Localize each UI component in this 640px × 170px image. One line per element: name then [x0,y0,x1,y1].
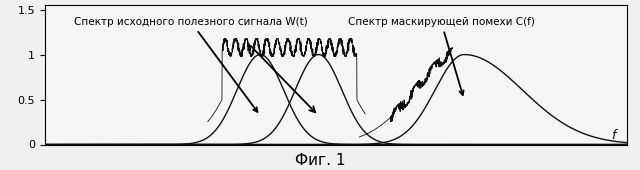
Text: Спектр исходного полезного сигнала W(t): Спектр исходного полезного сигнала W(t) [74,17,308,112]
Text: f: f [611,129,616,142]
Text: Спектр маскирующей помехи C(f): Спектр маскирующей помехи C(f) [348,17,534,95]
Text: Фиг. 1: Фиг. 1 [295,153,345,168]
